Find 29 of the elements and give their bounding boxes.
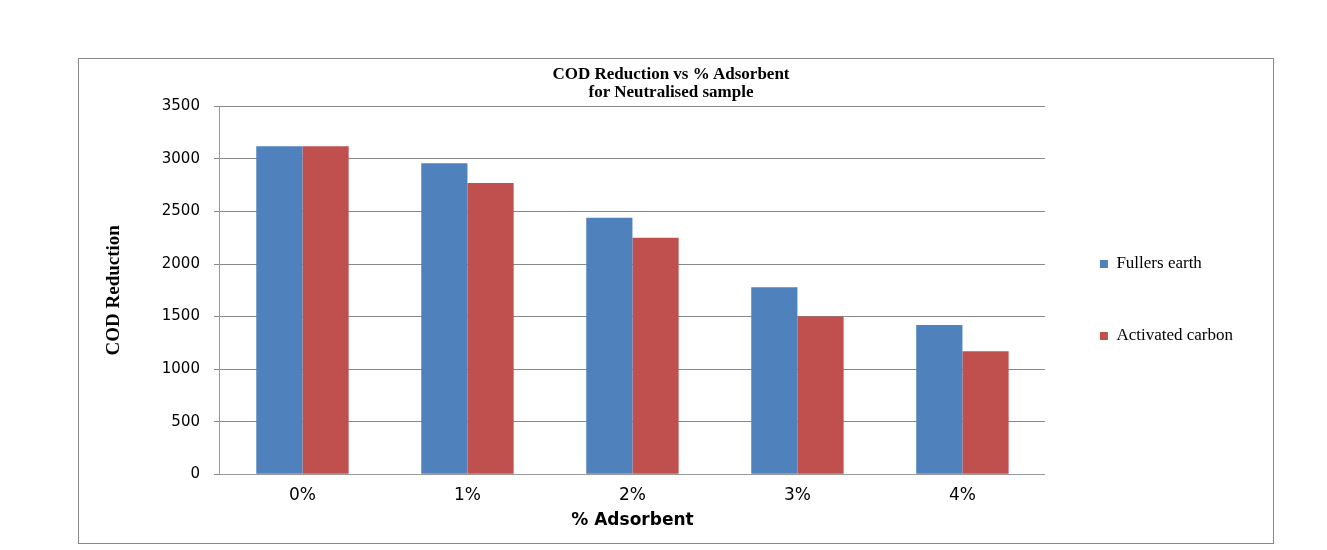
y-tick-label: 1500 (161, 306, 200, 325)
bar (797, 316, 844, 474)
x-tick-label: 0% (288, 483, 316, 504)
text: COD Reduction vs % Adsorbent (552, 63, 790, 83)
bar (256, 146, 303, 474)
bar (586, 217, 633, 474)
y-tick-label: 0 (190, 464, 200, 483)
y-tick-label: 3000 (161, 148, 200, 167)
y-axis-title: COD Reduction (102, 224, 124, 356)
bar (751, 287, 798, 474)
legend-label: Activated carbon (1116, 325, 1234, 345)
bar (632, 237, 679, 474)
bar (302, 146, 349, 474)
x-tick-label: 4% (948, 483, 976, 504)
y-tick-label: 3500 (161, 96, 200, 115)
x-axis-title: % Adsorbent (571, 509, 694, 530)
y-tick-label: 2000 (161, 253, 200, 272)
x-tick-label: 2% (618, 483, 646, 504)
y-tick-label: 1000 (161, 359, 200, 377)
bar (962, 351, 1009, 474)
bar (916, 324, 963, 474)
legend-label: Fullers earth (1116, 253, 1203, 273)
text: for Neutralised sample (588, 82, 754, 102)
y-tick-label: 2500 (161, 201, 200, 220)
x-tick-label: 1% (453, 483, 481, 504)
x-tick-label: 3% (783, 483, 811, 504)
bar (421, 163, 468, 474)
y-tick-label: 500 (171, 411, 200, 430)
bar (467, 183, 514, 474)
